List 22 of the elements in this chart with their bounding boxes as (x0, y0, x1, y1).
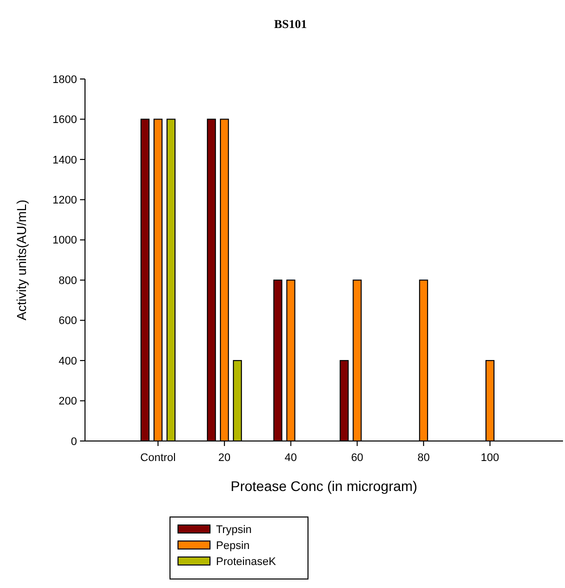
y-tick-label: 1400 (52, 154, 77, 166)
y-axis-title: Activity units(AU/mL) (14, 200, 29, 320)
y-tick-label: 1200 (52, 194, 77, 207)
chart-title: BS101 (274, 17, 307, 31)
y-tick-label: 600 (58, 315, 77, 328)
x-tick-label: 100 (480, 452, 500, 464)
x-tick-label: 60 (351, 452, 364, 464)
y-tick-label: 800 (58, 274, 77, 287)
legend-label: ProteinaseK (216, 556, 277, 568)
x-axis-title: Protease Conc (in microgram) (230, 478, 418, 494)
y-tick-label: 1800 (52, 74, 77, 86)
x-tick-label: 40 (284, 452, 297, 464)
legend-label: Pepsin (216, 540, 250, 552)
x-tick-label: Control (140, 452, 176, 464)
y-tick-label: 200 (58, 396, 77, 408)
x-tick-label: 80 (417, 452, 430, 464)
y-tick-label: 1600 (52, 114, 77, 126)
legend-label: Trypsin (216, 524, 252, 536)
y-tick-label: 0 (70, 436, 77, 448)
y-tick-label: 1000 (52, 234, 77, 247)
y-tick-label: 400 (58, 355, 77, 368)
x-tick-label: 20 (218, 452, 231, 464)
